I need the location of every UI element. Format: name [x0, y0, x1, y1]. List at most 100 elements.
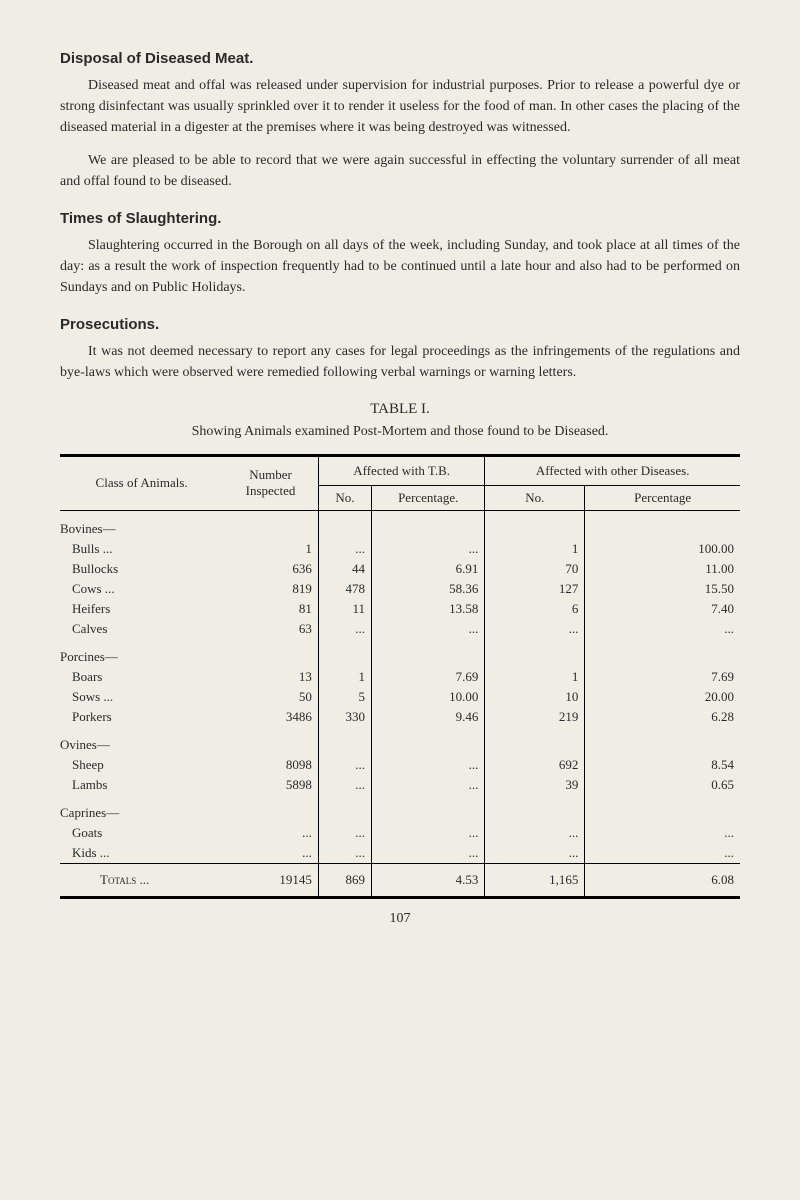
table-cell: 10.00: [372, 687, 485, 707]
table-cell: 219: [485, 707, 585, 727]
table-row: Bulls ...1......1100.00: [60, 539, 740, 559]
table-cell: 8.54: [585, 755, 740, 775]
group-name: Bovines—: [60, 510, 223, 539]
table-cell: 0.65: [585, 775, 740, 795]
table-cell: 3486: [223, 707, 318, 727]
table-cell: ...: [372, 755, 485, 775]
table-cell: ...: [585, 619, 740, 639]
totals-cell: 4.53: [372, 863, 485, 897]
table-cell: 13.58: [372, 599, 485, 619]
table-cell: Kids ...: [60, 843, 223, 864]
table-row: Porkers34863309.462196.28: [60, 707, 740, 727]
table-cell: 58.36: [372, 579, 485, 599]
table-cell: 636: [223, 559, 318, 579]
table-cell: ...: [372, 539, 485, 559]
group-name: Porcines—: [60, 639, 223, 667]
table-cell: 6.28: [585, 707, 740, 727]
table-row: Sheep8098......6928.54: [60, 755, 740, 775]
section-disposal: Disposal of Diseased Meat. Diseased meat…: [60, 50, 740, 192]
table-cell: ...: [318, 823, 371, 843]
table-cell: ...: [318, 619, 371, 639]
section-times: Times of Slaughtering. Slaughtering occu…: [60, 210, 740, 298]
heading-prosecutions: Prosecutions.: [60, 316, 740, 333]
table-cell: 70: [485, 559, 585, 579]
th-other-pct: Percentage: [585, 485, 740, 510]
animals-table: Class of Animals. Number Inspected Affec…: [60, 454, 740, 899]
table-row: Boars1317.6917.69: [60, 667, 740, 687]
table-cell: 20.00: [585, 687, 740, 707]
table-cell: Calves: [60, 619, 223, 639]
group-row: Caprines—: [60, 795, 740, 823]
table-cell: 63: [223, 619, 318, 639]
table-row: Calves63............: [60, 619, 740, 639]
table-cell: Lambs: [60, 775, 223, 795]
table-cell: Sheep: [60, 755, 223, 775]
table-row: Bullocks636446.917011.00: [60, 559, 740, 579]
table-cell: ...: [318, 755, 371, 775]
table-cell: ...: [485, 619, 585, 639]
table-cell: Porkers: [60, 707, 223, 727]
group-row: Porcines—: [60, 639, 740, 667]
th-other: Affected with other Diseases.: [485, 455, 740, 485]
table-cell: 7.40: [585, 599, 740, 619]
paragraph: Diseased meat and offal was released und…: [60, 75, 740, 138]
group-name: Ovines—: [60, 727, 223, 755]
table-cell: ...: [485, 823, 585, 843]
table-row: Cows ...81947858.3612715.50: [60, 579, 740, 599]
table-cell: ...: [485, 843, 585, 864]
table-cell: Heifers: [60, 599, 223, 619]
table-cell: 692: [485, 755, 585, 775]
table-cell: 10: [485, 687, 585, 707]
heading-times: Times of Slaughtering.: [60, 210, 740, 227]
paragraph: We are pleased to be able to record that…: [60, 150, 740, 192]
table-cell: 5898: [223, 775, 318, 795]
group-name: Caprines—: [60, 795, 223, 823]
table-row: Lambs5898......390.65: [60, 775, 740, 795]
section-prosecutions: Prosecutions. It was not deemed necessar…: [60, 316, 740, 383]
heading-disposal: Disposal of Diseased Meat.: [60, 50, 740, 67]
page-number: 107: [60, 911, 740, 927]
th-class: Class of Animals.: [60, 455, 223, 510]
table-cell: 1: [223, 539, 318, 559]
table-cell: 39: [485, 775, 585, 795]
table-cell: 7.69: [585, 667, 740, 687]
table-cell: Cows ...: [60, 579, 223, 599]
table-cell: 330: [318, 707, 371, 727]
table-subtitle: Showing Animals examined Post-Mortem and…: [60, 422, 740, 442]
th-tb: Affected with T.B.: [318, 455, 485, 485]
table-cell: 7.69: [372, 667, 485, 687]
th-tb-no: No.: [318, 485, 371, 510]
table-cell: 1: [318, 667, 371, 687]
table-cell: Goats: [60, 823, 223, 843]
totals-cell: 869: [318, 863, 371, 897]
table-cell: 8098: [223, 755, 318, 775]
table-cell: 15.50: [585, 579, 740, 599]
table-cell: 81: [223, 599, 318, 619]
table-row: Kids ..................: [60, 843, 740, 864]
table-cell: Sows ...: [60, 687, 223, 707]
table-cell: ...: [372, 775, 485, 795]
table-cell: 819: [223, 579, 318, 599]
table-cell: ...: [585, 843, 740, 864]
group-row: Bovines—: [60, 510, 740, 539]
th-tb-pct: Percentage.: [372, 485, 485, 510]
table-cell: 11: [318, 599, 371, 619]
table-cell: ...: [372, 619, 485, 639]
table-cell: ...: [318, 775, 371, 795]
table-cell: 6: [485, 599, 585, 619]
table-cell: 11.00: [585, 559, 740, 579]
table-cell: 1: [485, 539, 585, 559]
table-row: Sows ...50510.001020.00: [60, 687, 740, 707]
table-cell: 50: [223, 687, 318, 707]
totals-row: Totals ...191458694.531,1656.08: [60, 863, 740, 897]
table-cell: 13: [223, 667, 318, 687]
table-cell: ...: [318, 843, 371, 864]
table-cell: ...: [318, 539, 371, 559]
table-cell: ...: [223, 823, 318, 843]
totals-cell: 1,165: [485, 863, 585, 897]
paragraph: Slaughtering occurred in the Borough on …: [60, 235, 740, 298]
table-cell: 478: [318, 579, 371, 599]
table-cell: 1: [485, 667, 585, 687]
table-cell: ...: [585, 823, 740, 843]
table-cell: 5: [318, 687, 371, 707]
